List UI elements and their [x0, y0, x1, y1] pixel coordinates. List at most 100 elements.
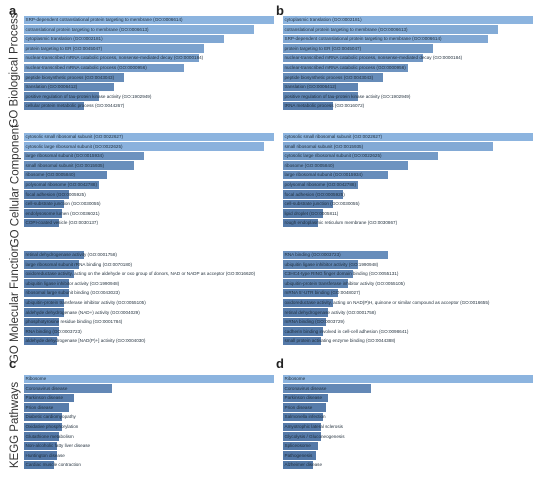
bar [24, 269, 74, 279]
bar-label: cell-substrate junction (GO:0030055) [284, 201, 360, 207]
panel-label-c: c [9, 356, 17, 371]
bar-label: Parkinson disease [284, 395, 323, 401]
bar [283, 53, 423, 63]
bar-row: oxidoreductase activity, acting on the a… [24, 269, 274, 279]
bar [24, 151, 144, 161]
bar-label: mRNA 5'-UTR binding (GO:0048027) [284, 290, 361, 296]
bar-label: Ribosome [25, 376, 47, 381]
bar-row: large ribosomal subunit (GO:0015934) [283, 170, 533, 180]
bar [24, 279, 69, 288]
bar-row: small protein activating enzyme binding … [283, 336, 533, 346]
bar-label: endolysosome lumen (GO:0036021) [25, 210, 100, 216]
bar-label: ubiquitin-protein transferase inhibitor … [284, 280, 405, 286]
panel-a-bio-process: SRP-dependent cotranslational protein ta… [24, 15, 274, 111]
bar-label: cadherin binding involved in cell-cell a… [284, 328, 409, 334]
bar-row: nuclear-transcribed mRNA catabolic proce… [24, 53, 274, 63]
bar-label: aldehyde dehydrogenase [NAD(P)+] activit… [25, 338, 146, 344]
bar-row: retinal dehydrogenase activity (GO:00017… [283, 308, 533, 318]
bar-row: polysomal ribosome (GO:0042788) [24, 180, 274, 190]
bar-label: Cardiac muscle contraction [25, 462, 81, 468]
bar-row: Pathogenesis [283, 451, 533, 461]
bar-label: Non-alcoholic fatty liver disease [25, 443, 91, 449]
bar-row: cotranslational protein targeting to mem… [24, 25, 274, 35]
bar-row: large ribosomal subunit (GO:0015934) [24, 151, 274, 161]
bar-label: large ribosomal subunit (GO:0015934) [25, 153, 104, 159]
bar-label: Prion disease [25, 404, 54, 410]
bar [24, 82, 114, 92]
bar-row: cytosolic large ribosomal subunit (GO:00… [283, 151, 533, 161]
bar-label: Diabetic cardiomyopathy [25, 414, 76, 420]
bar [24, 260, 79, 269]
bar-row: aldehyde dehydrogenase (NAD+) activity (… [24, 308, 274, 318]
bar [283, 441, 318, 451]
panel-a-mol-function: retinal dehydrogenase activity (GO:00017… [24, 250, 274, 346]
row-title-kegg: KEGG Pathways [4, 370, 26, 480]
bar-label: small protein activating enzyme binding … [284, 338, 396, 344]
bar [283, 412, 323, 422]
bar [283, 327, 323, 336]
row-title-mol-function: GO Molecular Function [4, 244, 26, 364]
bar [283, 142, 493, 151]
bar-row: SRP-dependent cotranslational protein ta… [24, 15, 274, 25]
panel-b-bio-process: cytoplasmic translation (GO:0002181) cotr… [283, 15, 533, 111]
bar [283, 317, 326, 327]
bar-label: cytoplasmic translation (GO:0002181) [25, 36, 103, 42]
bar-row: cytosolic small ribosomal subunit (GO:00… [283, 132, 533, 142]
bar [24, 393, 74, 403]
bar-row: nuclear-transcribed mRNA catabolic proce… [283, 53, 533, 63]
bar [283, 288, 338, 298]
panel-label-a: a [9, 3, 17, 18]
bar [24, 374, 274, 383]
bar-row: Glycolysis / Gluconeogenesis [283, 432, 533, 442]
bar-label: ribosome (GO:0005840) [284, 162, 335, 168]
bar-row: ribosomal large subunit binding (GO:0043… [24, 288, 274, 298]
bar [24, 298, 64, 307]
bar-row: large ribosomal subunit rRNA binding (GO… [24, 260, 274, 270]
bar-row: C3HC4-type RING finger domain binding (G… [283, 269, 533, 279]
bar-row: Huntington disease [24, 451, 274, 461]
bar-label: translation (GO:0006412) [284, 84, 337, 90]
bar [283, 422, 321, 431]
bar-label: Coronavirus disease [25, 385, 68, 391]
bar [24, 170, 107, 180]
bar [283, 73, 383, 82]
bar-row: ubiquitin ligase inhibitor activity (GO:… [24, 279, 274, 289]
bar-row: cytoplasmic translation (GO:0002181) [283, 15, 533, 25]
bar-row: Amyotrophic lateral sclerosis [283, 422, 533, 432]
bar [24, 142, 264, 151]
bar-row: endolysosome lumen (GO:0036021) [24, 209, 274, 219]
bar-row: Diabetic cardiomyopathy [24, 412, 274, 422]
bar-label: Spliceosome [284, 443, 311, 449]
bar [283, 432, 321, 441]
bar-row: Ribosome [24, 374, 274, 384]
bar-label: large ribosomal subunit (GO:0015934) [284, 172, 363, 178]
bar-row: Cardiac muscle contraction [24, 460, 274, 470]
bar [24, 403, 69, 412]
bar [24, 451, 57, 460]
bar-row: Ribosome [283, 374, 533, 384]
row-title-mol-function-text: GO Molecular Function [9, 244, 21, 364]
bar-label: positive regulation of tau-protein kinas… [284, 93, 411, 99]
bar [283, 393, 328, 403]
bar-row: aldehyde dehydrogenase [NAD(P)+] activit… [24, 336, 274, 346]
bar [283, 15, 533, 24]
bar [24, 308, 64, 317]
bar-label: polysomal ribosome (GO:0042788) [25, 181, 98, 187]
bar-row: mRNA 5'-UTR binding (GO:0048027) [283, 288, 533, 298]
bar-label: cell-substrate junction (GO:0030055) [25, 201, 101, 207]
bar [283, 209, 323, 218]
bar-label: lipid droplet (GO:0005811) [284, 210, 339, 216]
bar-row: ubiquitin-protein transferase inhibitor … [283, 279, 533, 289]
bar-label: Salmonella infection [284, 414, 326, 420]
bar-label: oxidoreductase activity, acting on the a… [25, 271, 256, 277]
bar-row: Coronavirus disease [24, 384, 274, 394]
bar-label: ribosomal large subunit binding (GO:0043… [25, 290, 120, 296]
bar-label: Parkinson disease [25, 395, 64, 401]
bar-row: nuclear-transcribed mRNA catabolic proce… [283, 63, 533, 73]
bar [283, 151, 438, 161]
bar [24, 384, 112, 393]
bar-row: positive regulation of tau-protein kinas… [283, 92, 533, 102]
bar-label: tRNA metabolic process (GO:0016072) [284, 103, 365, 109]
bar-label: Alzheimer disease [284, 462, 323, 468]
bar-row: focal adhesion (GO:0005925) [283, 190, 533, 200]
